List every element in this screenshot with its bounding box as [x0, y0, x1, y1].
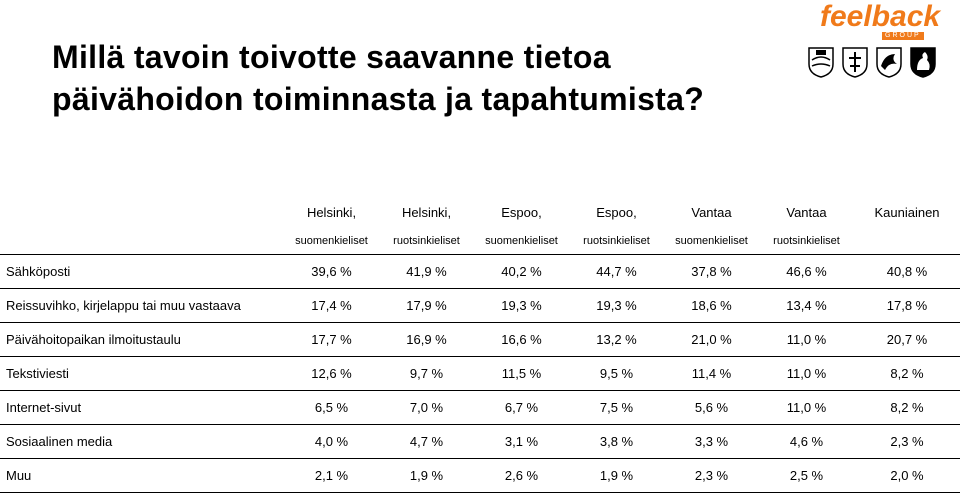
table-cell: 20,7 % — [886, 332, 928, 347]
table-row: Sähköposti 39,6 % 41,9 % 40,2 % 44,7 % 3… — [0, 254, 960, 289]
table-cell: 19,3 % — [501, 298, 542, 313]
table-cell: 40,8 % — [886, 264, 928, 279]
table-cell: 17,7 % — [311, 332, 352, 347]
table-cell: 3,3 % — [694, 434, 729, 449]
table-cell: 12,6 % — [311, 366, 352, 381]
title-line-1: Millä tavoin toivotte saavanne tietoa — [52, 39, 611, 75]
header-empty — [0, 228, 284, 255]
column-city: Espoo, — [501, 204, 542, 220]
table-cell: 11,0 % — [786, 332, 827, 347]
table-cell: 4,7 % — [409, 434, 444, 449]
column-city: Vantaa — [691, 204, 732, 220]
city-crests — [807, 46, 937, 78]
column-city: Kauniainen — [874, 204, 940, 220]
column-language — [854, 228, 960, 255]
header-row-language: suomenkieliset ruotsinkieliset suomenkie… — [0, 228, 960, 255]
table-cell: 4,6 % — [789, 434, 824, 449]
row-label: Muu — [6, 468, 32, 483]
table-cell: 2,3 % — [890, 434, 924, 449]
table-cell: 16,6 % — [501, 332, 542, 347]
row-label: Reissuvihko, kirjelappu tai muu vastaava — [6, 298, 241, 313]
table-row: Päivähoitopaikan ilmoitustaulu 17,7 % 16… — [0, 322, 960, 357]
table-row: Muu 2,1 % 1,9 % 2,6 % 1,9 % 2,3 % 2,5 % … — [0, 458, 960, 493]
column-language: ruotsinkieliset — [583, 235, 650, 247]
table-cell: 37,8 % — [691, 264, 732, 279]
table-cell: 17,4 % — [311, 298, 352, 313]
table-cell: 4,0 % — [314, 434, 349, 449]
logo-wordmark: feelback — [820, 0, 941, 33]
vantaa-crest-icon — [876, 47, 902, 78]
header-row-city: Helsinki, Helsinki, Espoo, Espoo, Vantaa… — [0, 196, 960, 228]
table-cell: 2,5 % — [789, 468, 824, 483]
table-cell: 13,4 % — [786, 298, 827, 313]
table-cell: 19,3 % — [596, 298, 637, 313]
table-cell: 11,4 % — [691, 366, 732, 381]
column-language: ruotsinkieliset — [773, 235, 840, 247]
table-cell: 17,8 % — [886, 298, 928, 313]
table-cell: 18,6 % — [691, 298, 732, 313]
table-cell: 8,2 % — [890, 400, 924, 415]
table-cell: 46,6 % — [786, 264, 827, 279]
table-cell: 1,9 % — [409, 468, 444, 483]
row-label: Päivähoitopaikan ilmoitustaulu — [6, 332, 181, 347]
table-row: Reissuvihko, kirjelappu tai muu vastaava… — [0, 288, 960, 323]
table-cell: 11,0 % — [786, 366, 827, 381]
table-row: Tekstiviesti 12,6 % 9,7 % 11,5 % 9,5 % 1… — [0, 356, 960, 391]
column-language: suomenkieliset — [675, 235, 748, 247]
table-cell: 9,7 % — [409, 366, 444, 381]
table-cell: 3,8 % — [599, 434, 634, 449]
espoo-crest-icon — [842, 47, 868, 78]
header-empty — [0, 196, 284, 228]
table-cell: 6,7 % — [504, 400, 539, 415]
row-label: Internet-sivut — [6, 400, 82, 415]
column-language: suomenkieliset — [485, 235, 558, 247]
table-cell: 2,6 % — [504, 468, 539, 483]
results-table: Helsinki, Helsinki, Espoo, Espoo, Vantaa… — [0, 196, 960, 493]
feelback-logo: feelback GROUP — [820, 0, 960, 40]
page-title: Millä tavoin toivotte saavanne tietoa pä… — [52, 36, 704, 120]
table-cell: 40,2 % — [501, 264, 542, 279]
table-cell: 5,6 % — [694, 400, 729, 415]
table-cell: 9,5 % — [599, 366, 634, 381]
title-line-2: päivähoidon toiminnasta ja tapahtumista? — [52, 81, 705, 117]
logo-group-label: GROUP — [882, 32, 924, 40]
row-label: Sähköposti — [6, 264, 71, 279]
table-cell: 16,9 % — [406, 332, 447, 347]
table-cell: 7,0 % — [409, 400, 444, 415]
table-cell: 11,5 % — [501, 366, 542, 381]
column-language: suomenkieliset — [295, 235, 368, 247]
table-cell: 7,5 % — [599, 400, 634, 415]
column-city: Helsinki, — [401, 204, 452, 220]
table-cell: 39,6 % — [311, 264, 352, 279]
table-cell: 2,0 % — [890, 468, 924, 483]
table-cell: 21,0 % — [691, 332, 732, 347]
table-cell: 17,9 % — [406, 298, 447, 313]
table-cell: 11,0 % — [786, 400, 827, 415]
table-cell: 8,2 % — [890, 366, 924, 381]
column-language: ruotsinkieliset — [393, 235, 460, 247]
table-cell: 3,1 % — [504, 434, 539, 449]
kauniainen-crest-icon — [910, 47, 936, 78]
table-cell: 2,1 % — [314, 468, 349, 483]
table-cell: 44,7 % — [596, 264, 637, 279]
table-row: Sosiaalinen media 4,0 % 4,7 % 3,1 % 3,8 … — [0, 424, 960, 459]
helsinki-crest-icon — [808, 47, 834, 78]
column-city: Vantaa — [786, 204, 827, 220]
table-row: Internet-sivut 6,5 % 7,0 % 6,7 % 7,5 % 5… — [0, 390, 960, 425]
row-label: Sosiaalinen media — [6, 434, 113, 449]
table-cell: 41,9 % — [406, 264, 447, 279]
table-cell: 6,5 % — [314, 400, 349, 415]
table-cell: 1,9 % — [599, 468, 634, 483]
row-label: Tekstiviesti — [6, 366, 69, 381]
column-city: Helsinki, — [306, 204, 357, 220]
column-city: Espoo, — [596, 204, 637, 220]
table-cell: 2,3 % — [694, 468, 729, 483]
table-cell: 13,2 % — [596, 332, 637, 347]
